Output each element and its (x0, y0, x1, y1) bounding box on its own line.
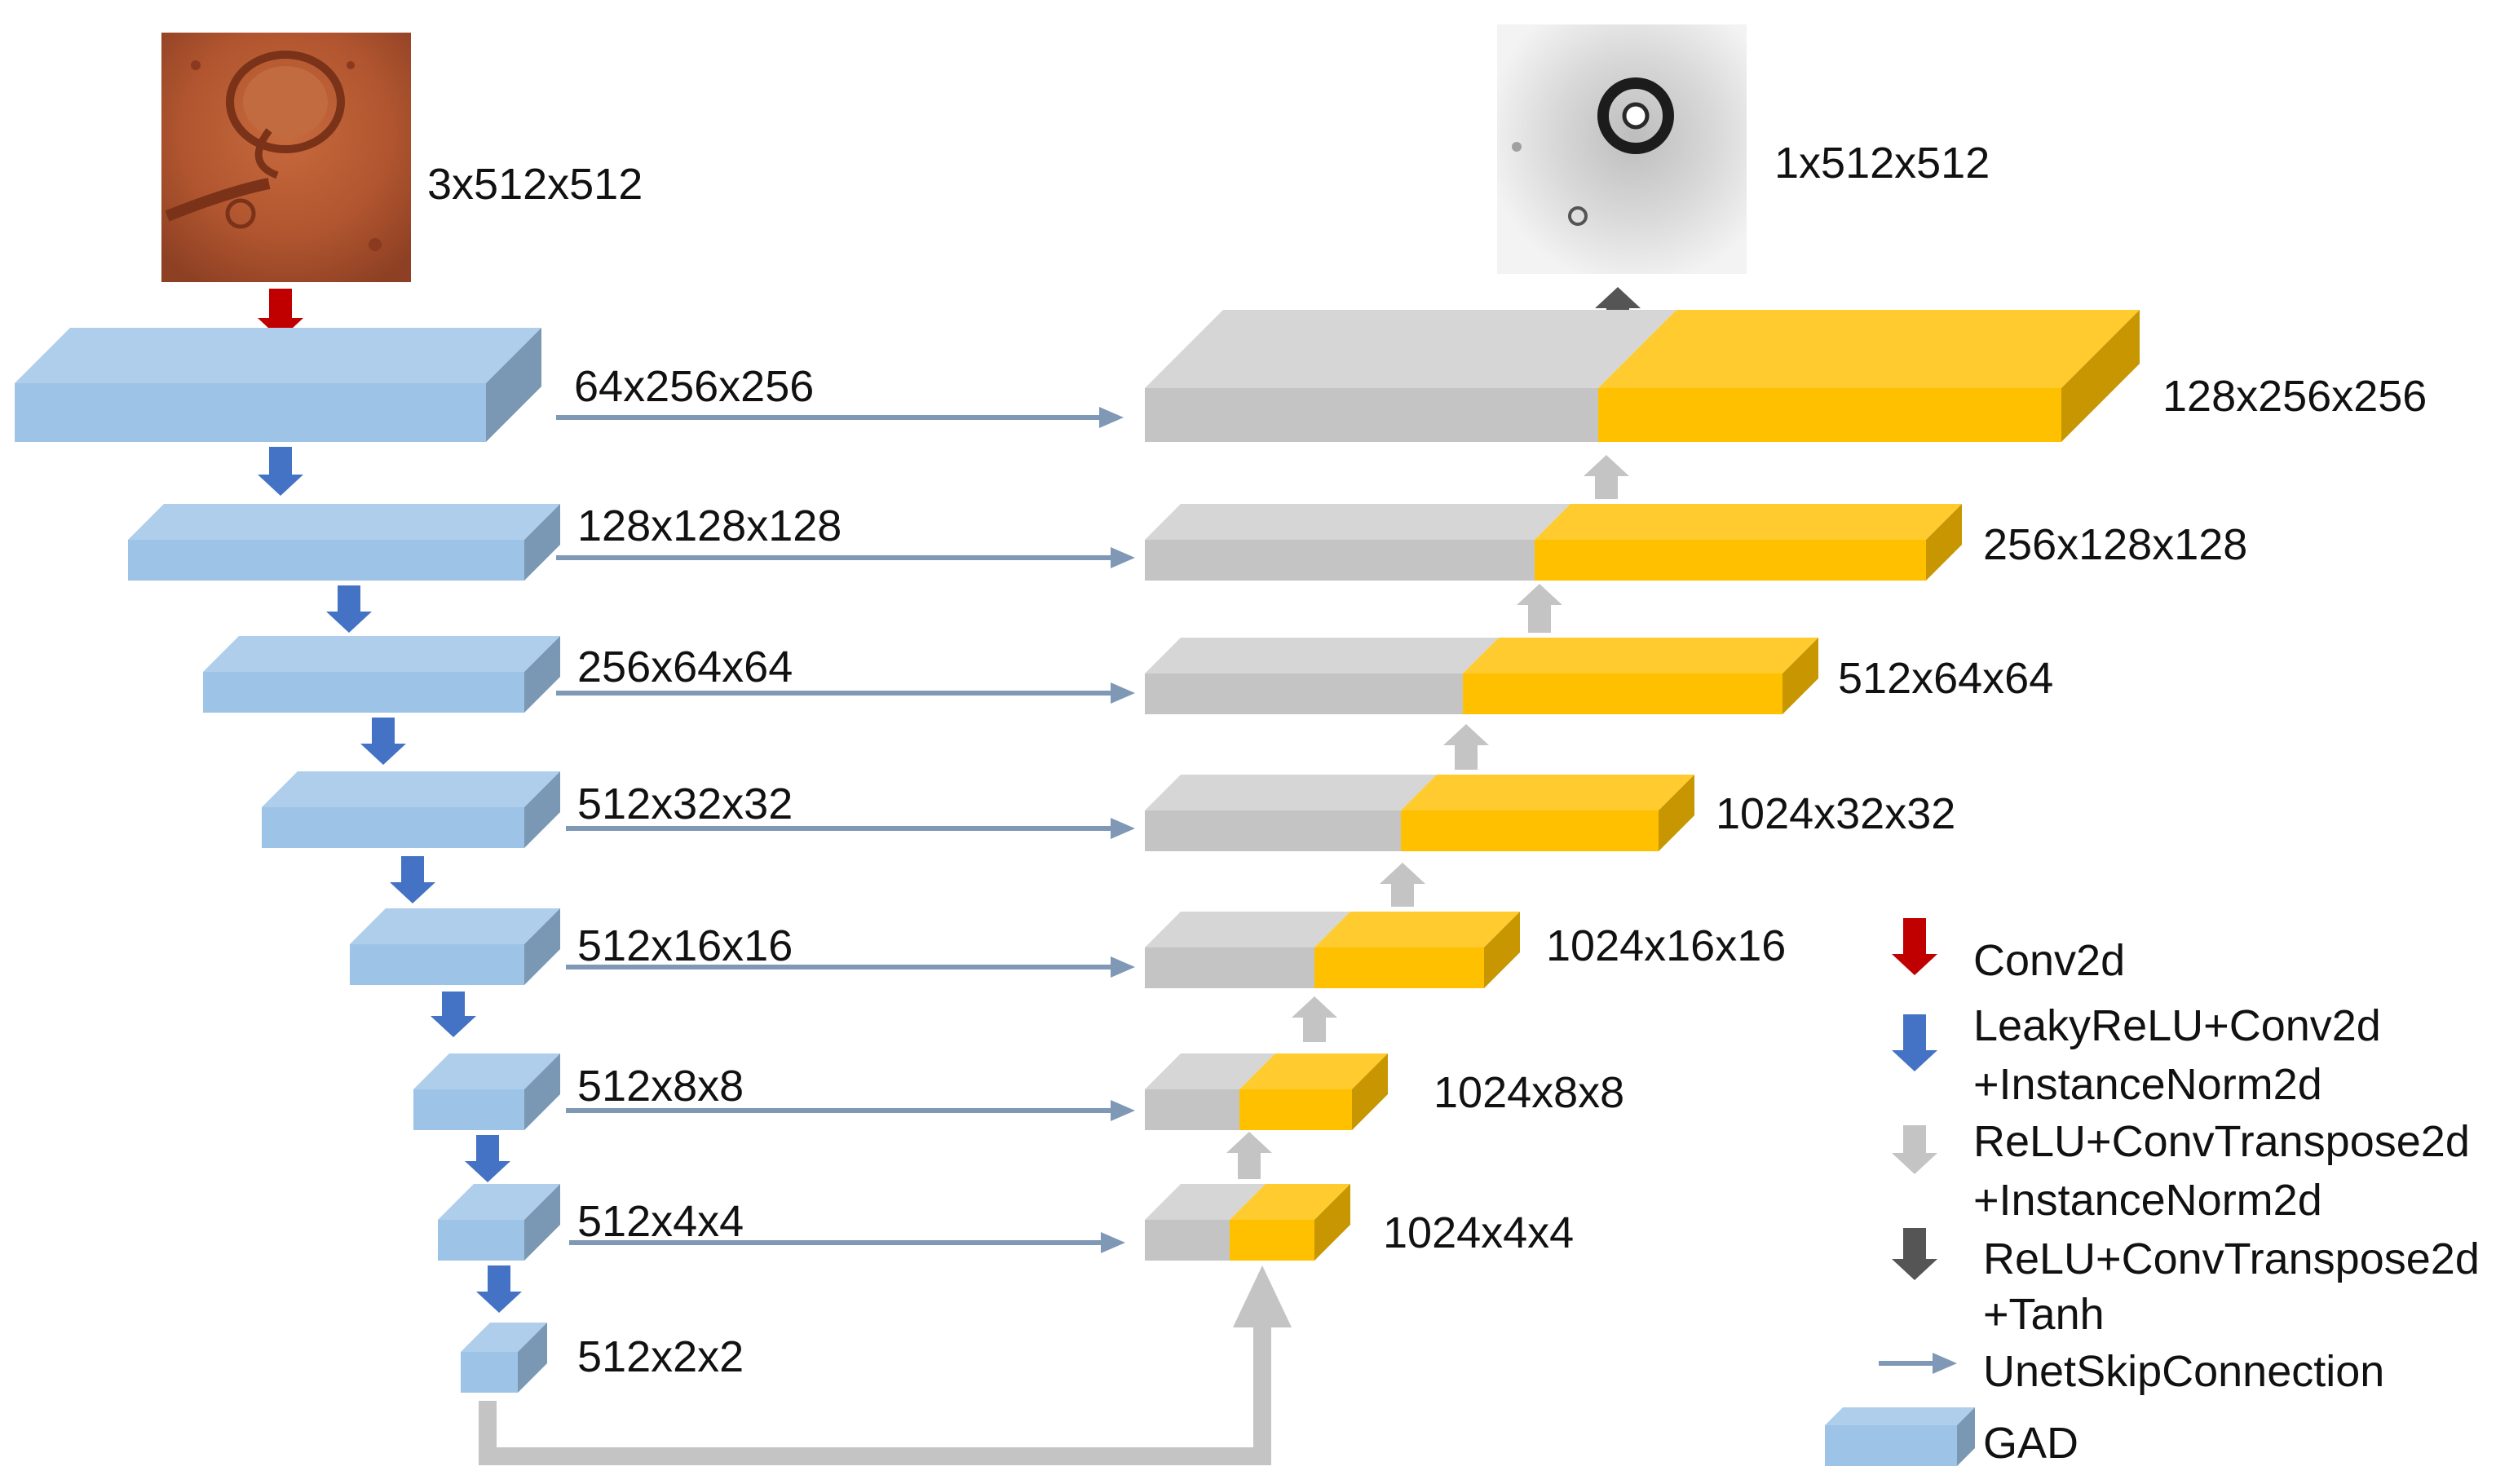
decoder-shape-label-7: 1024x4x4 (1383, 1208, 1574, 1257)
skip-connection-arrow-7 (569, 1232, 1125, 1253)
decoder-shape-label-6: 1024x8x8 (1433, 1068, 1624, 1117)
skip-connections (556, 407, 1135, 1253)
encoder-shape-label-3: 256x64x64 (577, 643, 793, 691)
legend-leaky-icon (1892, 1014, 1937, 1071)
encoder-down-arrow-3 (360, 718, 406, 765)
bottleneck-arrow (479, 1265, 1292, 1465)
output-shape-label: 1x512x512 (1774, 139, 1990, 188)
encoder-block-1 (15, 328, 541, 442)
encoder-block-3 (203, 636, 560, 713)
encoder-down-arrow-4 (390, 856, 435, 903)
input-shape-label: 3x512x512 (427, 160, 643, 209)
encoder-down-arrow-5 (431, 992, 476, 1037)
up-arrows (1226, 455, 1629, 1179)
encoder-block-2 (128, 504, 560, 581)
legend-gad-icon (1825, 1407, 1975, 1466)
decoder-up-arrow-6 (1226, 1132, 1272, 1179)
decoder-block-3 (1145, 638, 1818, 714)
legend-leaky-line1: LeakyReLU+Conv2d (1973, 1001, 2381, 1050)
encoder-down-arrow-6 (465, 1135, 510, 1182)
decoder-up-arrow-5 (1292, 996, 1337, 1042)
legend-gad-label: GAD (1983, 1419, 2078, 1468)
decoder-shape-label-3: 512x64x64 (1838, 654, 2053, 703)
decoder-block-2 (1145, 504, 1962, 581)
encoder-blocks: 64x256x256 128x128x128 256x64x64 512x32x32 5… (15, 328, 842, 1393)
legend-leaky-line2: +InstanceNorm2d (1973, 1060, 2322, 1109)
decoder-up-arrow-1 (1584, 455, 1629, 499)
decoder-block-7 (1145, 1184, 1350, 1261)
decoder-block-4 (1145, 775, 1694, 851)
encoder-down-arrow-2 (326, 585, 372, 633)
decoder-blocks: 128x256x256 256x128x128 512x64x64 1024x32x3… (1145, 310, 2427, 1261)
legend-relu-light-line1: ReLU+ConvTranspose2d (1973, 1117, 2470, 1166)
legend-relu-light-icon (1892, 1125, 1937, 1174)
legend-skip-icon (1879, 1353, 1957, 1374)
output-image (1497, 24, 1747, 274)
skip-connection-arrow-1 (556, 407, 1124, 428)
decoder-shape-label-4: 1024x32x32 (1716, 789, 1955, 838)
encoder-shape-label-8: 512x2x2 (577, 1332, 744, 1381)
encoder-block-6 (413, 1053, 560, 1130)
decoder-shape-label-5: 1024x16x16 (1546, 921, 1786, 970)
decoder-shape-label-2: 256x128x128 (1983, 520, 2247, 569)
legend-relu-dark-line1: ReLU+ConvTranspose2d (1983, 1234, 2480, 1283)
decoder-up-arrow-4 (1380, 863, 1425, 907)
skip-connection-arrow-5 (566, 956, 1135, 978)
encoder-down-arrow-1 (258, 447, 303, 496)
decoder-shape-label-1: 128x256x256 (2162, 372, 2427, 421)
input-image (161, 33, 411, 282)
legend: Conv2d LeakyReLU+Conv2d +InstanceNorm2d ReL… (1825, 918, 2480, 1468)
legend-relu-dark-line2: +Tanh (1983, 1290, 2105, 1339)
encoder-shape-label-6: 512x8x8 (577, 1062, 744, 1111)
legend-relu-light-line2: +InstanceNorm2d (1973, 1176, 2322, 1225)
conv2d-arrow (258, 289, 303, 339)
encoder-block-7 (438, 1184, 560, 1261)
encoder-block-5 (350, 908, 560, 985)
encoder-shape-label-4: 512x32x32 (577, 780, 793, 828)
skip-connection-arrow-6 (566, 1100, 1135, 1121)
decoder-block-5 (1145, 912, 1520, 988)
legend-conv2d-icon (1892, 918, 1937, 975)
legend-conv2d-label: Conv2d (1973, 936, 2125, 985)
skip-connection-arrow-4 (566, 818, 1135, 839)
decoder-up-arrow-3 (1443, 724, 1489, 770)
bottleneck-connection (479, 1265, 1292, 1465)
encoder-block-8 (461, 1323, 547, 1393)
decoder-block-6 (1145, 1053, 1388, 1130)
down-arrows (258, 447, 522, 1313)
legend-skip-label: UnetSkipConnection (1983, 1347, 2384, 1396)
legend-relu-dark-icon (1892, 1228, 1937, 1280)
encoder-shape-label-5: 512x16x16 (577, 921, 793, 970)
conv2d-down-arrow (258, 289, 303, 339)
decoder-up-arrow-2 (1517, 584, 1562, 633)
encoder-down-arrow-7 (476, 1265, 522, 1313)
decoder-block-1 (1145, 310, 2140, 442)
encoder-shape-label-2: 128x128x128 (577, 501, 842, 550)
encoder-shape-label-7: 512x4x4 (577, 1197, 744, 1246)
skip-connection-arrow-3 (556, 682, 1135, 704)
skip-connection-arrow-2 (556, 547, 1135, 568)
encoder-block-4 (262, 771, 560, 848)
encoder-shape-label-1: 64x256x256 (574, 362, 814, 411)
